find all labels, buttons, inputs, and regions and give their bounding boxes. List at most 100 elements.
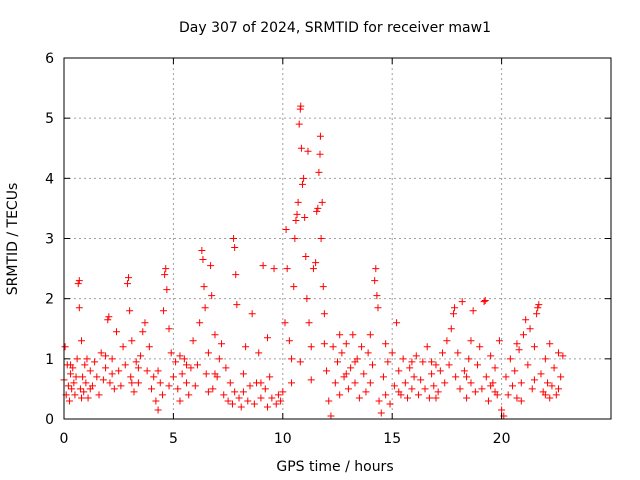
data-point	[334, 358, 341, 366]
data-point	[302, 253, 310, 261]
data-point	[288, 355, 296, 363]
data-point	[528, 385, 536, 393]
data-point	[282, 225, 290, 233]
data-point	[130, 388, 138, 396]
data-point	[102, 352, 110, 360]
data-point	[447, 325, 455, 333]
data-point	[495, 337, 503, 345]
data-point	[174, 385, 182, 393]
data-point	[178, 370, 186, 378]
data-point	[517, 397, 525, 405]
data-point	[491, 364, 499, 372]
data-point	[176, 352, 184, 360]
data-point	[200, 283, 208, 291]
data-point	[161, 271, 169, 279]
data-point	[423, 343, 431, 351]
data-point	[374, 304, 382, 312]
data-point	[281, 319, 289, 327]
data-point	[208, 292, 216, 300]
data-point	[169, 373, 177, 381]
data-point	[102, 364, 110, 372]
data-point	[67, 370, 75, 378]
data-point	[395, 367, 403, 375]
data-point	[369, 361, 377, 369]
data-point	[71, 391, 79, 399]
x-tick-label: 15	[383, 431, 401, 447]
data-point	[228, 400, 236, 408]
data-point	[460, 367, 468, 375]
data-point	[454, 349, 462, 357]
data-point	[463, 394, 471, 402]
data-point	[449, 310, 457, 318]
data-point	[484, 397, 492, 405]
data-point	[99, 376, 107, 384]
data-point	[183, 379, 191, 387]
data-point	[557, 373, 565, 381]
data-point	[261, 385, 269, 393]
data-point	[535, 301, 543, 309]
data-point	[404, 394, 412, 402]
data-point	[127, 373, 135, 381]
data-point	[123, 280, 131, 288]
axes: 0 1 2 3 4 5 6 0 5 10 15 20	[45, 51, 612, 447]
data-point	[474, 361, 482, 369]
data-point	[160, 307, 168, 315]
data-point	[128, 379, 136, 387]
data-point	[480, 298, 488, 306]
data-point	[467, 337, 475, 345]
data-point	[351, 358, 359, 366]
data-point	[139, 328, 147, 336]
data-point	[342, 340, 350, 348]
data-point	[226, 379, 234, 387]
data-point	[318, 198, 326, 206]
data-point	[522, 316, 530, 324]
data-point	[487, 382, 495, 390]
data-point	[158, 391, 166, 399]
data-point	[191, 382, 199, 390]
data-point	[317, 235, 325, 242]
data-point	[222, 364, 230, 372]
data-point	[430, 382, 438, 390]
data-point	[242, 343, 250, 351]
data-point	[336, 331, 344, 339]
data-point	[68, 385, 76, 393]
data-point	[298, 180, 306, 188]
data-point	[320, 310, 328, 318]
x-tick-label: 20	[493, 431, 511, 447]
y-tick-label: 2	[45, 292, 54, 308]
data-point	[106, 379, 114, 387]
data-point	[406, 364, 414, 372]
data-point	[165, 382, 173, 390]
data-point	[204, 388, 212, 396]
data-point	[498, 406, 506, 414]
data-point	[478, 385, 486, 393]
data-point	[401, 379, 409, 387]
data-point	[509, 382, 517, 390]
data-point	[132, 358, 140, 366]
data-point	[183, 361, 191, 369]
data-point	[471, 388, 479, 396]
data-point	[218, 340, 226, 348]
data-point	[290, 283, 298, 291]
data-point	[349, 331, 357, 339]
grid-lines	[64, 58, 611, 419]
data-point	[231, 388, 239, 396]
data-point	[552, 391, 560, 399]
data-point	[274, 391, 282, 399]
data-point	[408, 358, 416, 366]
data-point	[231, 244, 239, 252]
data-point	[202, 370, 210, 378]
data-point	[115, 367, 123, 375]
data-point	[513, 394, 521, 402]
data-point	[316, 150, 324, 158]
data-point	[358, 343, 366, 351]
data-point	[187, 364, 195, 372]
data-point	[117, 382, 125, 390]
data-point	[268, 394, 276, 402]
data-point	[390, 382, 398, 390]
data-point	[546, 340, 554, 348]
data-point	[432, 361, 440, 369]
data-point	[204, 349, 212, 357]
data-point	[294, 198, 302, 206]
data-point	[211, 370, 219, 378]
